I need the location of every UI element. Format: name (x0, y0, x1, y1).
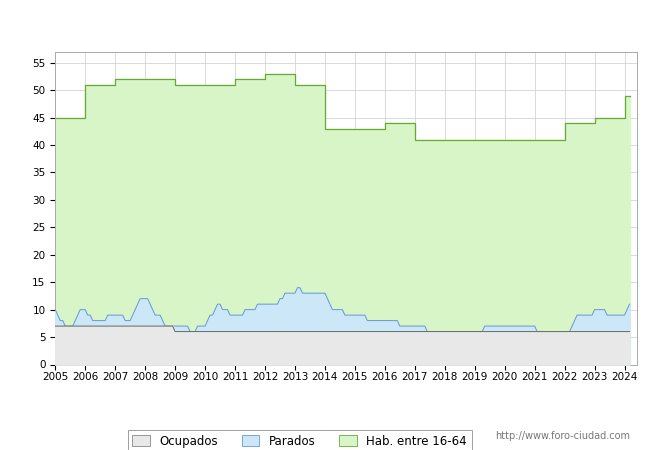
Legend: Ocupados, Parados, Hab. entre 16-64: Ocupados, Parados, Hab. entre 16-64 (127, 430, 472, 450)
Text: http://www.foro-ciudad.com: http://www.foro-ciudad.com (495, 431, 630, 441)
Text: La Calzada de Béjar - Evolucion de la poblacion en edad de Trabajar Mayo de 2024: La Calzada de Béjar - Evolucion de la po… (60, 17, 590, 30)
